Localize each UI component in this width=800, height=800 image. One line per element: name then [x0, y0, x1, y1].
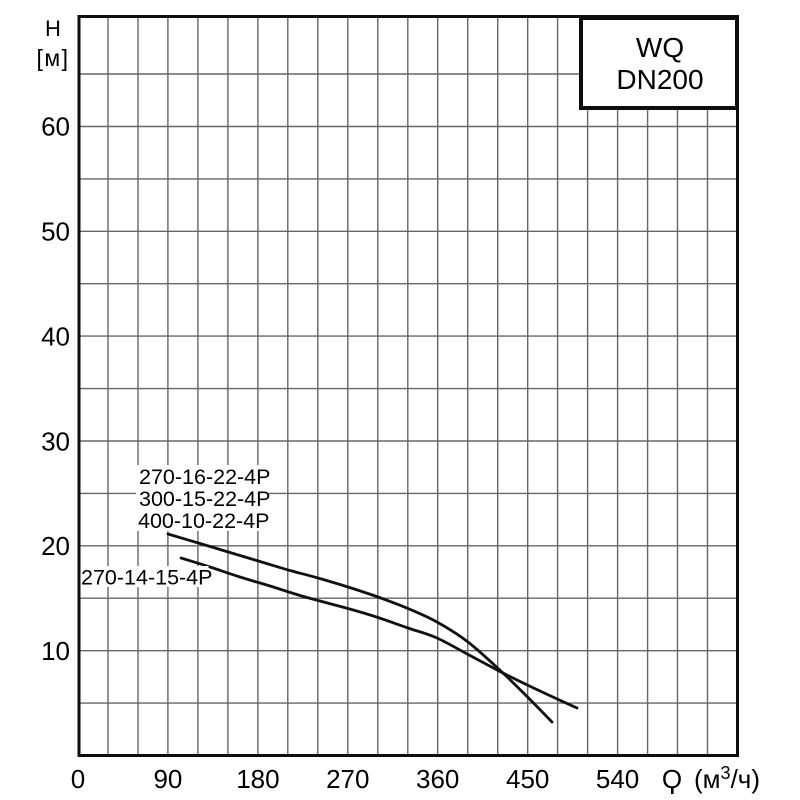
svg-text:[м]: [м]: [36, 45, 69, 71]
svg-text:270: 270: [326, 764, 369, 794]
svg-text:60: 60: [41, 112, 70, 142]
svg-text:O: O: [662, 764, 682, 794]
svg-text:300-15-22-4P: 300-15-22-4P: [139, 487, 270, 511]
svg-text:270-16-22-4P: 270-16-22-4P: [139, 465, 270, 489]
svg-text:270-14-15-4P: 270-14-15-4P: [81, 566, 212, 590]
svg-text:90: 90: [153, 764, 182, 794]
svg-text:180: 180: [236, 764, 279, 794]
svg-text:10: 10: [41, 636, 70, 666]
svg-text:360: 360: [416, 764, 459, 794]
svg-text:H: H: [45, 16, 61, 41]
svg-text:0: 0: [71, 764, 85, 794]
svg-text:540: 540: [596, 764, 639, 794]
svg-text:40: 40: [41, 321, 70, 351]
svg-text:DN200: DN200: [616, 64, 703, 95]
svg-text:400-10-22-4P: 400-10-22-4P: [138, 509, 269, 533]
svg-text:30: 30: [41, 426, 70, 456]
svg-text:WQ: WQ: [636, 32, 684, 63]
svg-text:20: 20: [41, 531, 70, 561]
svg-text:450: 450: [506, 764, 549, 794]
svg-text:50: 50: [41, 217, 70, 247]
